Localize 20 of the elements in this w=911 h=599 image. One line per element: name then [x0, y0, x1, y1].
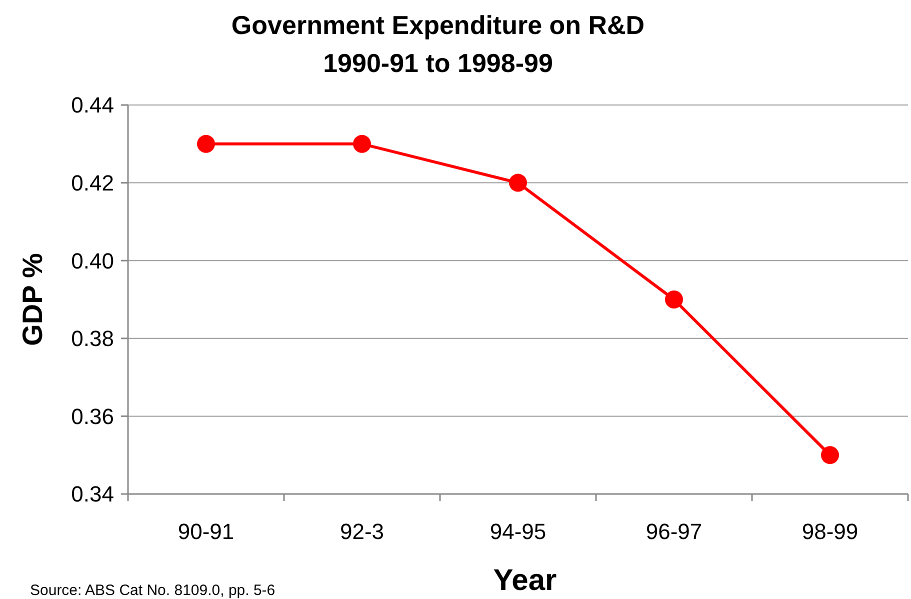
point — [353, 134, 371, 153]
y-tick-label: 0.38 — [71, 326, 114, 352]
y-axis-title: GDP % — [17, 252, 48, 346]
x-tick-label: 94-95 — [490, 519, 546, 544]
point — [665, 290, 683, 308]
x-tick-label: 92-3 — [340, 519, 384, 544]
point — [509, 174, 527, 192]
x-tick-label: 90-91 — [178, 519, 234, 544]
x-axis-title: Year — [493, 564, 558, 597]
point — [821, 446, 839, 464]
y-tick-label: 0.42 — [71, 170, 114, 196]
x-tick-label: 98-99 — [802, 519, 858, 544]
y-tick-label: 0.40 — [71, 248, 114, 274]
point — [197, 134, 215, 153]
source-note: Source: ABS Cat No. 8109.0, pp. 5-6 — [30, 582, 276, 599]
y-tick-label: 0.34 — [71, 482, 114, 507]
y-tick-label: 0.44 — [71, 92, 114, 118]
chart-title: Government Expenditure on R&D 1990-91 to 1998-99 — [231, 10, 645, 78]
x-tick-label: 96-97 — [646, 519, 702, 544]
y-tick-label: 0.36 — [71, 404, 114, 429]
